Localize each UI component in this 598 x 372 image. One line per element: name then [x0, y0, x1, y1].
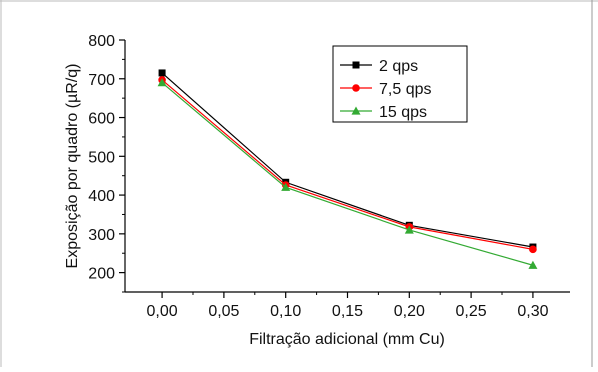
y-tick-label: 800	[88, 33, 115, 50]
legend-marker	[351, 106, 361, 115]
y-tick-label: 300	[88, 227, 115, 244]
series-15-qps	[157, 78, 538, 269]
x-tick-label: 0,30	[517, 303, 548, 320]
y-tick-label: 200	[88, 266, 115, 283]
legend: 2 qps 7,5 qps 15 qps	[332, 45, 468, 123]
y-tick-label: 400	[88, 188, 115, 205]
x-axis-title: Filtração adicional (mm Cu)	[249, 331, 445, 348]
y-axis-ticks: 200 300 400 500 600 700 800	[88, 33, 125, 293]
series-layer	[157, 69, 538, 269]
y-tick-label: 700	[88, 72, 115, 89]
legend-marker	[352, 84, 360, 92]
data-point	[529, 245, 537, 254]
data-point	[281, 182, 291, 191]
x-tick-label: 0,10	[270, 303, 301, 320]
series-line	[161, 79, 534, 250]
y-axis-title: Exposição por quadro (µR/q)	[64, 64, 81, 269]
x-tick-label: 0,15	[332, 303, 363, 320]
x-axis-ticks: 0,00 0,05 0,10 0,15 0,20 0,25 0,30	[147, 292, 549, 320]
data-point	[528, 260, 538, 269]
x-tick-label: 0,25	[456, 303, 487, 320]
legend-label: 15 qps	[379, 104, 427, 121]
x-tick-label: 0,05	[208, 303, 239, 320]
data-point	[157, 78, 167, 87]
y-tick-label: 500	[88, 149, 115, 166]
legend-label: 7,5 qps	[379, 81, 431, 98]
x-tick-label: 0,20	[394, 303, 425, 320]
x-tick-label: 0,00	[147, 303, 178, 320]
legend-label: 2 qps	[379, 58, 418, 75]
series-line	[161, 72, 534, 248]
data-point	[404, 225, 414, 234]
series-line	[161, 82, 534, 266]
legend-marker	[352, 61, 360, 69]
y-tick-label: 600	[88, 111, 115, 128]
data-point	[158, 69, 166, 77]
